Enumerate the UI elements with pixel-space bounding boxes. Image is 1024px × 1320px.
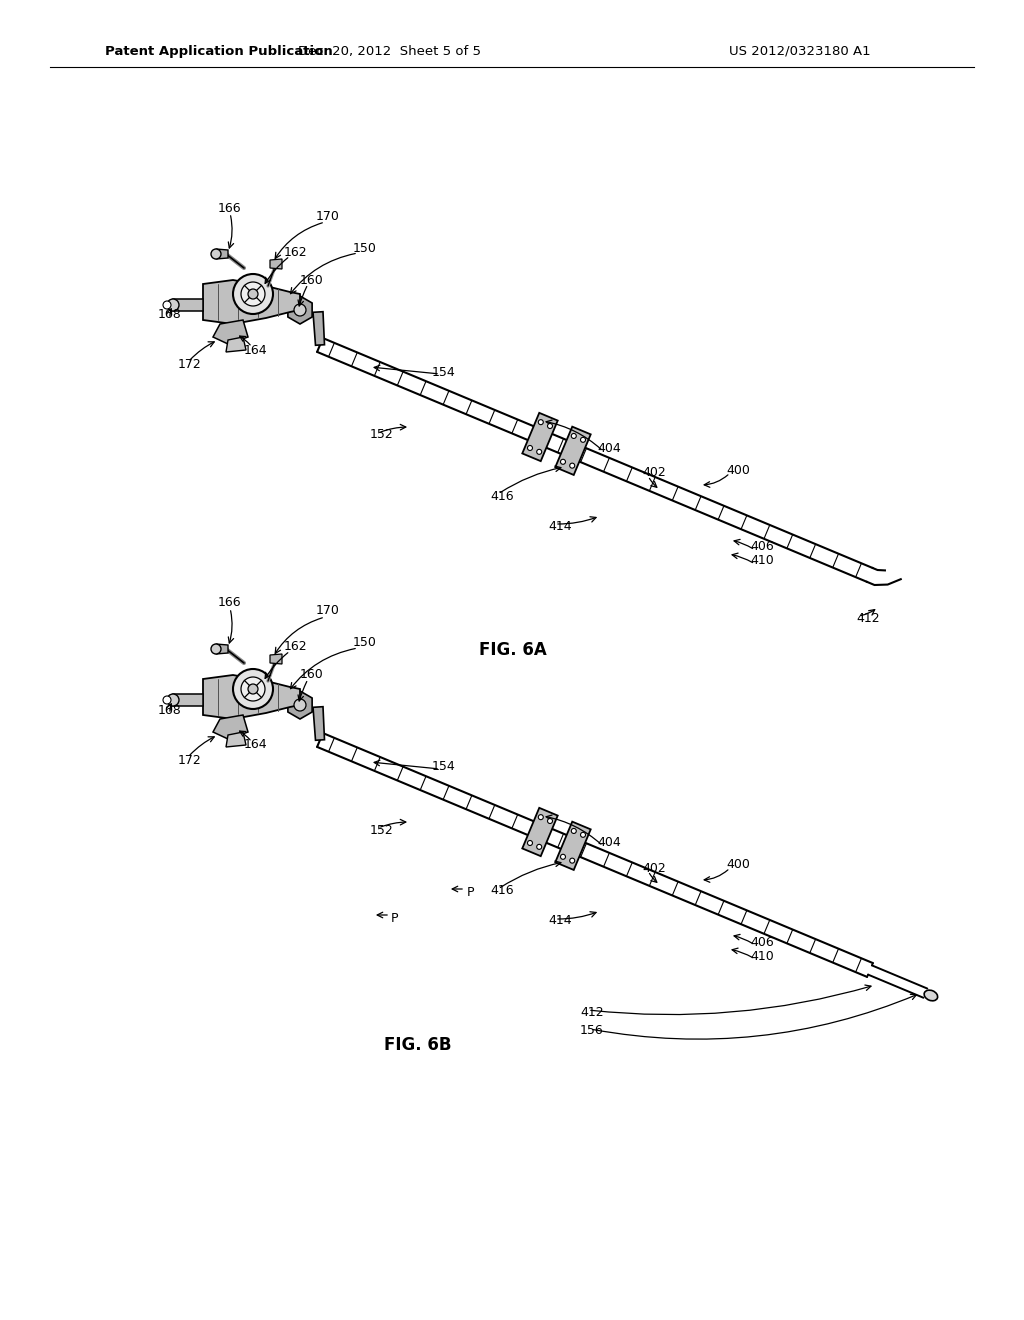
Polygon shape [213,715,248,739]
Text: 412: 412 [580,1006,603,1019]
Text: 170: 170 [316,210,340,223]
Text: 172: 172 [178,754,202,767]
Text: 402: 402 [642,862,666,874]
Polygon shape [203,675,300,719]
Circle shape [537,845,542,849]
Text: 150: 150 [353,242,377,255]
Text: 406: 406 [750,936,774,949]
Polygon shape [555,426,591,475]
Text: 170: 170 [316,605,340,618]
Text: 400: 400 [726,463,750,477]
Text: 166: 166 [218,202,242,214]
Polygon shape [270,653,282,664]
Text: 152: 152 [370,429,394,441]
Text: 400: 400 [726,858,750,871]
Circle shape [571,433,577,438]
Text: 416: 416 [490,884,514,898]
Text: Patent Application Publication: Patent Application Publication [105,45,333,58]
Ellipse shape [924,990,938,1001]
Circle shape [569,858,574,863]
Circle shape [163,301,171,309]
Text: 410: 410 [750,949,774,962]
Circle shape [560,854,565,859]
Text: 160: 160 [300,668,324,681]
Circle shape [233,275,273,314]
Circle shape [581,833,586,837]
Text: 164: 164 [244,343,267,356]
Text: 154: 154 [432,366,456,379]
Text: P: P [391,912,398,925]
Circle shape [294,700,306,711]
Circle shape [548,424,553,429]
Text: P: P [466,887,474,899]
Circle shape [241,677,265,701]
Text: 162: 162 [284,246,307,259]
Text: 166: 166 [218,597,242,610]
Text: 414: 414 [548,520,571,532]
Polygon shape [173,694,203,706]
Circle shape [233,669,273,709]
Polygon shape [270,259,282,269]
Polygon shape [213,319,248,345]
Circle shape [537,449,542,454]
Text: 162: 162 [284,640,307,653]
Circle shape [571,829,577,833]
Circle shape [539,814,544,820]
Text: 416: 416 [490,490,514,503]
Polygon shape [173,300,203,312]
Text: 168: 168 [158,309,181,322]
Polygon shape [216,249,228,259]
Circle shape [581,437,586,442]
Text: 150: 150 [353,636,377,649]
Text: 406: 406 [750,540,774,553]
Text: 152: 152 [370,824,394,837]
Text: 156: 156 [580,1024,604,1038]
Circle shape [163,696,171,704]
Polygon shape [522,413,558,461]
Text: FIG. 6B: FIG. 6B [384,1036,452,1053]
Text: 410: 410 [750,554,774,568]
Circle shape [294,304,306,315]
Text: 172: 172 [178,359,202,371]
Circle shape [539,420,544,425]
Polygon shape [288,690,312,719]
Circle shape [167,300,179,312]
Polygon shape [313,312,325,346]
Polygon shape [226,733,246,747]
Polygon shape [288,296,312,323]
Text: 154: 154 [432,760,456,774]
Text: 164: 164 [244,738,267,751]
Text: 404: 404 [597,441,621,454]
Polygon shape [522,808,558,857]
Text: 412: 412 [856,611,880,624]
Circle shape [211,644,221,653]
Text: 168: 168 [158,704,181,717]
Circle shape [569,463,574,469]
Circle shape [248,684,258,694]
Circle shape [211,249,221,259]
Text: 414: 414 [548,915,571,928]
Circle shape [548,818,553,824]
Circle shape [527,841,532,846]
Circle shape [241,282,265,306]
Polygon shape [555,821,591,870]
Polygon shape [203,280,300,323]
Circle shape [527,445,532,450]
Circle shape [560,459,565,465]
Text: 402: 402 [642,466,666,479]
Text: 404: 404 [597,837,621,850]
Text: FIG. 6A: FIG. 6A [479,642,547,659]
Polygon shape [216,644,228,653]
Polygon shape [226,337,246,352]
Polygon shape [313,706,325,741]
Text: Dec. 20, 2012  Sheet 5 of 5: Dec. 20, 2012 Sheet 5 of 5 [299,45,481,58]
Text: 160: 160 [300,273,324,286]
Text: US 2012/0323180 A1: US 2012/0323180 A1 [729,45,870,58]
Circle shape [248,289,258,300]
Circle shape [167,694,179,706]
